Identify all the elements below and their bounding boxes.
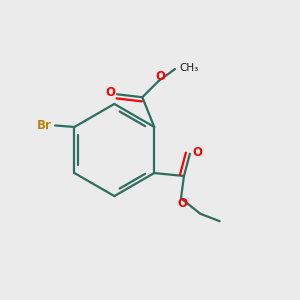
- Text: O: O: [192, 146, 202, 159]
- Text: CH₃: CH₃: [179, 62, 198, 73]
- Text: O: O: [178, 197, 188, 210]
- Text: O: O: [106, 86, 116, 99]
- Text: Br: Br: [37, 119, 52, 132]
- Text: O: O: [155, 70, 165, 83]
